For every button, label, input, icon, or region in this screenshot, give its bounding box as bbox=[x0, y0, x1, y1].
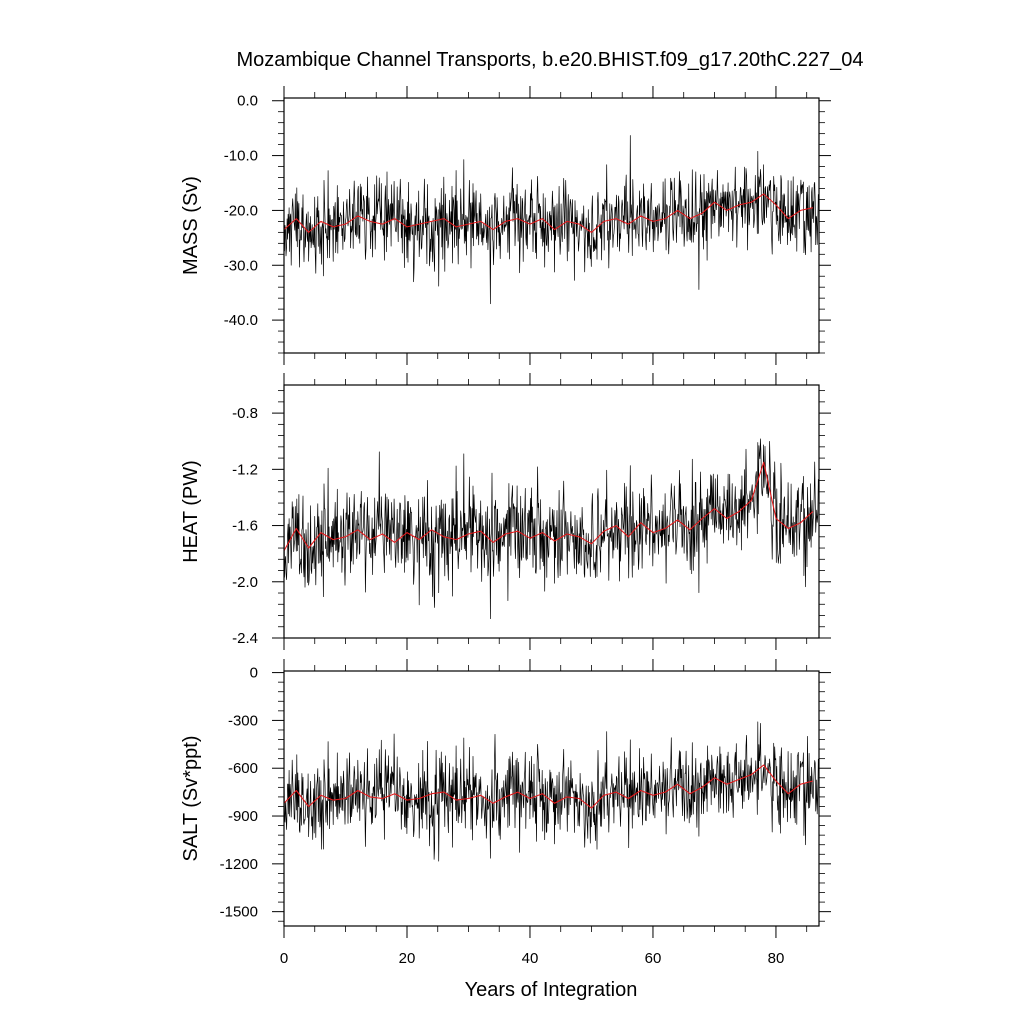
y-tick-label: -1.2 bbox=[232, 461, 258, 478]
series-line-smoothed-salt bbox=[283, 764, 814, 809]
panel-mass: 0.0 -10.0 -20.0 -30.0 -40.0 MASS (Sv) bbox=[180, 86, 831, 365]
y-tick-label: -10.0 bbox=[224, 148, 258, 165]
series-line-smoothed-mass bbox=[283, 193, 814, 233]
x-tick-label: 40 bbox=[522, 950, 539, 967]
y-tick-label: -2.0 bbox=[232, 574, 258, 591]
y-tick-label: -1.6 bbox=[232, 518, 258, 535]
series-line-raw-mass bbox=[283, 135, 819, 305]
y-tick-label: -600 bbox=[228, 760, 258, 777]
x-tick-label: 80 bbox=[768, 950, 785, 967]
y-tick-label: -40.0 bbox=[224, 312, 258, 329]
x-axis-title: Years of Integration bbox=[465, 979, 638, 1001]
y-axis-title-mass: MASS (Sv) bbox=[180, 176, 202, 275]
x-tick-label: 60 bbox=[645, 950, 662, 967]
y-tick-label: 0 bbox=[250, 665, 258, 682]
y-axis-title-salt: SALT (Sv*ppt) bbox=[180, 736, 202, 862]
y-tick-label: -1500 bbox=[220, 904, 258, 921]
panel-salt: 0 -300 -600 -900 -1200 -1500 0 20 40 60 80 SALT (Sv… bbox=[180, 659, 831, 967]
plot-frame-mass bbox=[283, 97, 820, 354]
series-line-raw-salt bbox=[283, 721, 819, 862]
y-axis-title-heat: HEAT (PW) bbox=[180, 460, 202, 563]
y-tick-label: -300 bbox=[228, 712, 258, 729]
series-line-raw-heat bbox=[283, 438, 819, 620]
figure-title: Mozambique Channel Transports, b.e20.BHI… bbox=[236, 49, 863, 71]
panel-heat: -0.8 -1.2 -1.6 -2.0 -2.4 HEAT (PW) bbox=[180, 373, 831, 650]
y-tick-label: -1200 bbox=[220, 856, 258, 873]
y-tick-label: 0.0 bbox=[237, 93, 258, 110]
y-tick-label: -0.8 bbox=[232, 405, 258, 422]
y-tick-label: -30.0 bbox=[224, 257, 258, 274]
x-tick-label: 0 bbox=[280, 950, 288, 967]
plot-frame-salt bbox=[283, 670, 820, 927]
plot-frame-heat bbox=[283, 384, 820, 639]
series-line-smoothed-heat bbox=[283, 461, 814, 552]
y-tick-label: -20.0 bbox=[224, 202, 258, 219]
chart-panels: 0.0 -10.0 -20.0 -30.0 -40.0 MASS (Sv) -0.8 -1.2… bbox=[180, 86, 831, 967]
y-tick-label: -2.4 bbox=[232, 630, 258, 647]
x-tick-label: 20 bbox=[399, 950, 416, 967]
y-tick-label: -900 bbox=[228, 808, 258, 825]
